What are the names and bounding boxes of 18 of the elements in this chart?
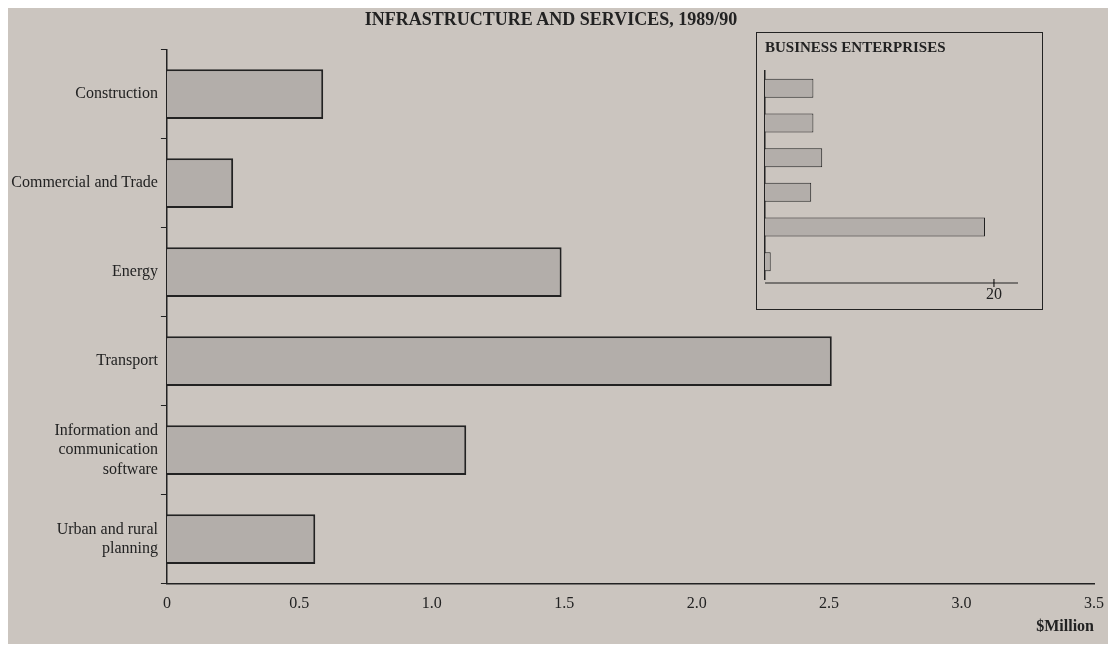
x-tick-label: 3.0 (951, 594, 972, 612)
chart-title: INFRASTRUCTURE AND SERVICES, 1989/90 (364, 9, 738, 30)
y-tick-label: Energy (112, 262, 158, 281)
x-tick-label: 3.5 (1084, 594, 1104, 612)
y-tick-label: Information and communication software (54, 421, 158, 477)
x-tick-label: 2.5 (819, 594, 840, 612)
y-tick-label: Transport (96, 351, 159, 370)
x-tick-label: 0 (162, 594, 171, 612)
y-tick-label: Urban and rural planning (56, 519, 159, 557)
x-axis-title: $Million (1036, 616, 1095, 634)
y-tick-label: Commercial and Trade (11, 173, 158, 191)
x-tick-label: 0.5 (289, 594, 310, 612)
chart-title: BUSINESS ENTERPRISES (765, 38, 946, 55)
annotation: 20 (985, 285, 1002, 303)
x-tick-label: 2.0 (686, 594, 707, 612)
x-tick-label: 1.0 (421, 594, 442, 612)
y-tick-label: Construction (75, 84, 158, 102)
x-tick-label: 1.5 (554, 594, 575, 612)
